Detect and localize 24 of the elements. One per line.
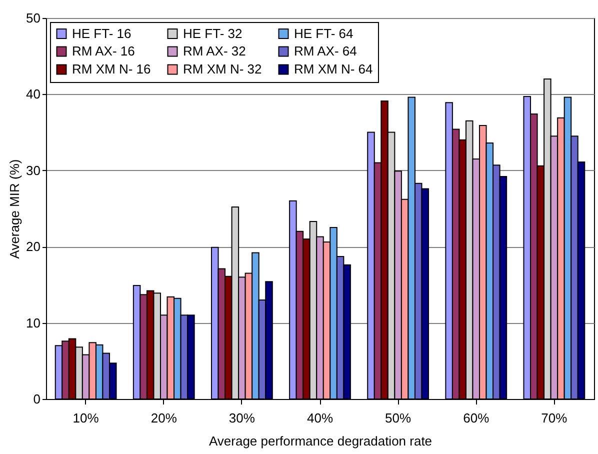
y-tick-label: 10 [26,315,40,330]
y-axis-title: Average MIR (%) [7,159,22,259]
y-tick-label: 50 [26,10,40,26]
legend-label: RM XM N- 64 [294,62,373,76]
legend-label: RM XM N- 32 [183,62,262,76]
legend-label: RM AX- 64 [294,44,357,58]
x-tick-label: 20% [150,410,178,426]
x-axis-title: Average performance degradation rate [208,434,432,448]
x-tick-label: 60% [463,410,490,426]
x-tick-label: 70% [541,410,568,426]
legend-label: RM XM N- 16 [72,62,151,76]
x-tick-label: 10% [72,410,100,426]
legend-label: RM AX- 32 [183,44,246,58]
y-tick-label: 20 [26,239,40,254]
y-tick-label: 30 [26,162,40,178]
legend-label: HE FT- 32 [183,26,242,41]
legend-label: HE FT- 16 [72,26,132,41]
legend-label: RM AX- 16 [72,44,135,58]
y-tick-label: 40 [26,86,40,102]
y-tick-label: 0 [33,392,40,406]
legend-label: HE FT- 64 [294,26,354,41]
x-tick-label: 40% [306,410,334,426]
x-tick-label: 50% [385,410,412,426]
x-tick-label: 30% [228,410,256,426]
